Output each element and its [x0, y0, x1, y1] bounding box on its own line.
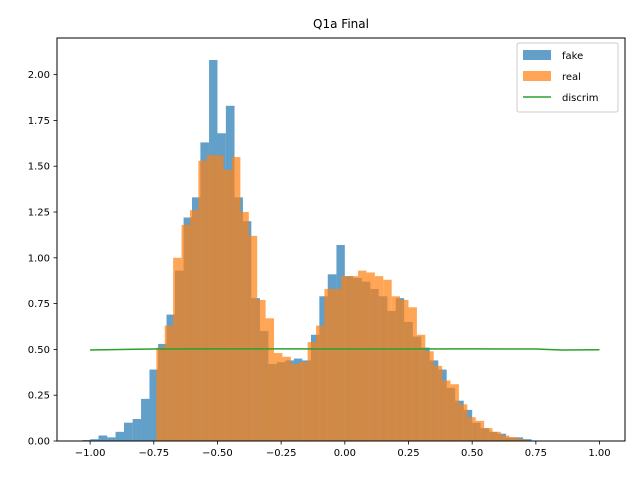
- x-axis: −1.00 −0.75 −0.50 −0.25 0.00 0.25 0.50 0.75 1.00: [75, 441, 611, 459]
- x-tick-label: −0.25: [266, 448, 297, 459]
- x-tick-label: 0.00: [334, 448, 356, 459]
- series-lines: [90, 348, 600, 351]
- line-discrim: [90, 348, 600, 351]
- hist-bar-real: [517, 439, 527, 441]
- hist-bar-real: [156, 347, 165, 441]
- hist-bar-real: [450, 384, 459, 441]
- hist-bar-real: [248, 235, 258, 441]
- hist-bar-real: [240, 212, 249, 441]
- hist-bar-real: [374, 276, 384, 441]
- hist-bar-real: [391, 296, 401, 441]
- x-tick-label: 0.50: [461, 448, 483, 459]
- hist-bar-real: [467, 417, 476, 441]
- hist-bar-real: [400, 299, 409, 441]
- hist-bar-fake: [149, 369, 159, 441]
- y-tick-label: 0.75: [28, 299, 50, 310]
- y-tick-label: 0.00: [28, 437, 50, 448]
- hist-bar-real: [416, 334, 426, 441]
- hist-bar-real: [500, 435, 510, 441]
- hist-bar-real: [332, 288, 342, 441]
- hist-bar-real: [458, 404, 468, 441]
- hist-bar-real: [349, 276, 359, 441]
- histogram-bars: [82, 59, 532, 442]
- hist-bar-real: [442, 380, 451, 441]
- hist-bar-real: [307, 342, 317, 441]
- y-tick-label: 1.25: [28, 208, 50, 219]
- hist-bar-real: [290, 364, 300, 441]
- hist-bar-fake: [123, 422, 133, 441]
- hist-bar-real: [231, 157, 241, 441]
- legend-box: [516, 42, 619, 113]
- hist-bar-real: [215, 155, 224, 441]
- x-tick-label: 1.00: [588, 448, 610, 459]
- y-axis: 0.00 0.25 0.50 0.75 1.00 1.25 1.50 1.75 2.00: [28, 70, 57, 448]
- hist-bar-real: [206, 155, 216, 441]
- hist-bar-real: [358, 270, 367, 441]
- hist-bar-real: [475, 420, 485, 441]
- hist-bar-real: [282, 356, 291, 441]
- y-tick-label: 0.50: [28, 345, 50, 356]
- y-tick-label: 1.00: [28, 253, 50, 264]
- hist-bar-real: [341, 276, 350, 441]
- x-tick-label: 0.75: [525, 448, 547, 459]
- legend-label-discrim: discrim: [562, 93, 598, 104]
- hist-bar-fake: [523, 439, 532, 441]
- hist-bar-real: [366, 272, 375, 441]
- legend-swatch-fake: [523, 50, 551, 60]
- hist-bar-real: [198, 160, 207, 441]
- hist-bar-real: [509, 437, 518, 441]
- hist-bar-real: [299, 362, 308, 441]
- legend-label-fake: fake: [562, 51, 583, 62]
- x-tick-label: −0.75: [138, 448, 169, 459]
- legend-swatch-real: [523, 71, 551, 81]
- hist-bar-real: [164, 325, 174, 441]
- hist-bar-fake: [107, 437, 116, 441]
- hist-bar-real: [265, 318, 275, 441]
- hist-bar-real: [181, 224, 190, 441]
- hist-bar-real: [257, 299, 266, 441]
- x-tick-label: 0.25: [397, 448, 419, 459]
- hist-bar-real: [433, 365, 443, 441]
- plot-frame: [56, 37, 626, 442]
- y-tick-label: 2.00: [28, 70, 50, 81]
- legend: fake real discrim: [516, 42, 619, 113]
- hist-bar-real: [383, 279, 392, 441]
- chart-title: Q1a Final: [313, 17, 369, 31]
- hist-bar-fake: [132, 419, 142, 441]
- legend-label-real: real: [562, 72, 581, 83]
- hist-bar-fake: [90, 439, 99, 441]
- x-tick-label: −1.00: [75, 448, 106, 459]
- hist-bar-real: [274, 353, 283, 441]
- y-tick-label: 1.50: [28, 162, 50, 173]
- hist-bar-fake: [115, 431, 124, 441]
- hist-bar-real: [408, 307, 417, 441]
- hist-bar-real: [316, 325, 325, 441]
- hist-bar-real: [189, 210, 199, 441]
- hist-bar-real: [425, 351, 434, 441]
- hist-bar-real: [492, 431, 501, 441]
- hist-bar-real: [223, 169, 232, 441]
- hist-bar-fake: [141, 398, 150, 441]
- x-tick-label: −0.50: [202, 448, 233, 459]
- y-tick-label: 1.75: [28, 116, 50, 127]
- hist-bar-real: [484, 428, 493, 441]
- y-tick-label: 0.25: [28, 391, 50, 402]
- hist-bar-fake: [98, 435, 108, 441]
- hist-bar-real: [324, 288, 333, 441]
